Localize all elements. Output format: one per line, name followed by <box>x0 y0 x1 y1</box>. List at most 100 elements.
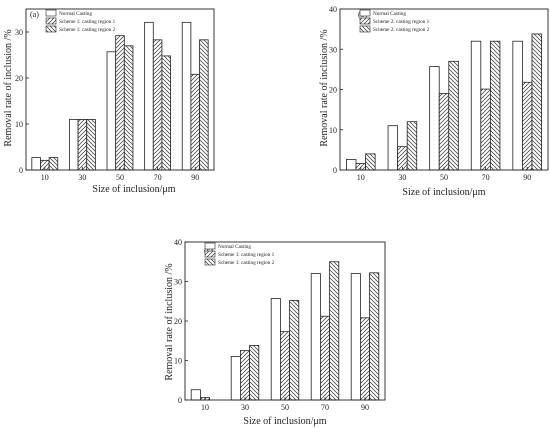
legend-label-b-1: Scheme 2: casting region 1 <box>373 19 430 25</box>
bar-b-s0-c3 <box>470 40 482 171</box>
legend-swatch-c-1 <box>204 250 216 258</box>
bar-c-s2-c1 <box>249 345 260 401</box>
x-tick-label-c: 90 <box>361 403 369 412</box>
chart-panel-a: (a) Removal rate of inclusion /% Size of… <box>3 8 215 195</box>
y-tick-label-c: 20 <box>174 317 182 326</box>
x-tick-label-b: 10 <box>357 173 365 182</box>
bar-a-s1-c4 <box>190 73 200 171</box>
legend-swatch-b-0 <box>359 9 371 17</box>
x-tick-label-a: 90 <box>191 173 199 182</box>
bar-b-s0-c1 <box>387 125 399 171</box>
bar-b-s2-c1 <box>406 121 418 171</box>
y-tick-label-b: 40 <box>329 5 337 14</box>
x-tick-label-a: 50 <box>116 173 124 182</box>
bar-c-s1-c2 <box>279 331 290 401</box>
legend-label-c-0: Normal Casting <box>218 244 251 250</box>
x-tick-label-c: 70 <box>321 403 329 412</box>
y-tick-label-a: 0 <box>19 166 23 175</box>
bar-a-s0-c3 <box>144 21 154 171</box>
y-tick-label-a: 20 <box>15 74 23 83</box>
bar-b-s1-c2 <box>438 93 450 171</box>
bar-b-s1-c4 <box>522 81 533 171</box>
x-tick-label-a: 30 <box>78 173 86 182</box>
bar-a-s1-c3 <box>152 39 163 171</box>
bar-b-s1-c1 <box>397 146 408 171</box>
panel-c-title: (c) <box>204 246 213 255</box>
y-tick-label-b: 0 <box>333 166 337 175</box>
legend-swatch-a-0 <box>45 9 57 17</box>
bar-b-s2-c4 <box>531 33 542 171</box>
bar-a-s1-c1 <box>77 119 88 171</box>
x-tick-label-a: 10 <box>41 173 49 182</box>
bar-b-s1-c3 <box>480 88 491 171</box>
x-tick-label-b: 50 <box>440 173 448 182</box>
legend-label-c-1: Scheme 1: casting region 1 <box>218 252 275 258</box>
legend-swatch-b-1 <box>359 17 371 25</box>
legend-swatch-c-0 <box>204 242 216 250</box>
bar-a-s2-c4 <box>199 39 209 171</box>
panel-c-y-axis-label: Removal rate of inclusion /% <box>164 263 175 380</box>
y-tick-label-b: 20 <box>329 86 337 95</box>
y-tick-label-c: 30 <box>174 278 182 287</box>
bar-a-s0-c2 <box>106 51 117 171</box>
panel-b-x-axis-label: Size of inclusion/μm <box>402 187 485 198</box>
legend-label-b-0: Normal Casting <box>373 11 406 17</box>
panel-a-y-axis-label: Removal rate of inclusion /% <box>3 29 14 146</box>
bar-c-s0-c0 <box>190 389 201 401</box>
y-tick-label-a: 30 <box>15 28 23 37</box>
panel-b-y-axis-label: Removal rate of inclusion /% <box>319 29 330 146</box>
bar-c-s1-c4 <box>359 317 370 401</box>
x-tick-label-c: 30 <box>241 403 249 412</box>
legend-label-b-2: Scheme 2: casting region 2 <box>373 27 430 33</box>
legend-swatch-b-2 <box>359 25 371 33</box>
bar-a-s0-c0 <box>31 157 41 171</box>
bar-a-s2-c1 <box>86 119 96 171</box>
bar-b-s2-c0 <box>365 153 376 171</box>
bar-c-s0-c4 <box>350 273 361 401</box>
bar-c-s0-c3 <box>310 273 321 401</box>
x-tick-label-a: 70 <box>154 173 162 182</box>
bar-c-s1-c3 <box>319 315 330 401</box>
y-tick-label-a: 10 <box>15 120 23 129</box>
bar-a-s2-c3 <box>161 55 171 171</box>
chart-panel-b: (b) Removal rate of inclusion /% Size of… <box>319 5 549 198</box>
y-tick-label-c: 0 <box>178 396 182 405</box>
legend-swatch-a-2 <box>45 25 57 33</box>
panel-a-title: (a) <box>30 10 39 19</box>
x-tick-label-c: 10 <box>201 403 209 412</box>
bar-c-s2-c4 <box>369 272 380 401</box>
bar-a-s1-c2 <box>115 35 125 171</box>
bar-a-s0-c4 <box>181 21 192 171</box>
legend-label-a-0: Normal Casting <box>59 11 92 17</box>
legend-label-a-2: Scheme 1: casting region 2 <box>59 27 116 33</box>
bar-c-s2-c3 <box>329 261 340 401</box>
panel-c-x-axis-label: Size of inclusion/μm <box>243 416 326 427</box>
bar-c-s0-c2 <box>270 298 281 401</box>
y-tick-label-c: 10 <box>174 357 182 366</box>
x-tick-label-b: 30 <box>398 173 406 182</box>
x-tick-label-c: 50 <box>281 403 289 412</box>
bar-b-s0-c0 <box>346 159 357 171</box>
y-tick-label-b: 30 <box>329 45 337 54</box>
legend-label-a-1: Scheme 1: casting region 1 <box>59 19 116 25</box>
x-tick-label-b: 70 <box>482 173 490 182</box>
bar-b-s0-c2 <box>429 66 440 171</box>
bar-a-s2-c2 <box>123 45 134 171</box>
chart-panel-c: (c) Removal rate of inclusion /% Size of… <box>164 238 386 427</box>
y-tick-label-c: 40 <box>174 238 182 247</box>
bar-b-s0-c4 <box>512 40 523 171</box>
legend-swatch-c-2 <box>204 258 216 266</box>
bar-c-s0-c1 <box>230 356 241 401</box>
legend-swatch-a-1 <box>45 17 57 25</box>
bar-b-s2-c3 <box>489 40 501 171</box>
bar-a-s2-c0 <box>48 157 59 171</box>
x-tick-label-b: 90 <box>523 173 531 182</box>
y-tick-label-b: 10 <box>329 126 337 135</box>
panel-a-x-axis-label: Size of inclusion/μm <box>92 184 175 195</box>
bar-c-s1-c1 <box>239 350 250 401</box>
bar-a-s0-c1 <box>69 119 79 171</box>
bar-c-s2-c2 <box>289 300 300 401</box>
legend-label-c-2: Scheme 1: casting region 2 <box>218 260 275 266</box>
bar-b-s2-c2 <box>448 60 459 171</box>
